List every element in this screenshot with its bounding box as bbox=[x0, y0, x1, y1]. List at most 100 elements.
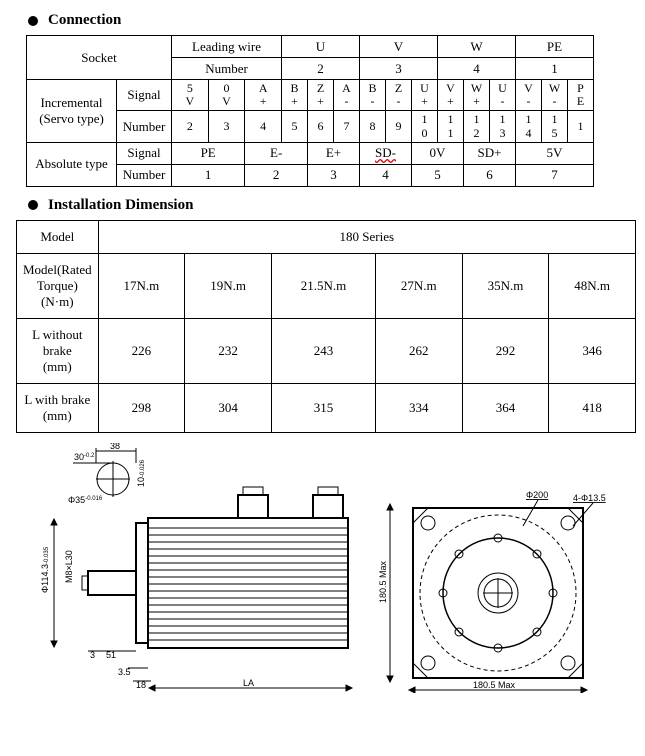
row-label-1: L without brake (mm) bbox=[17, 318, 99, 383]
section-title: Connection bbox=[48, 12, 121, 29]
inc-num-1: 3 bbox=[208, 111, 245, 142]
section-title: Installation Dimension bbox=[48, 197, 193, 214]
socket-num-1: 3 bbox=[360, 58, 438, 80]
abs-num-3: 4 bbox=[360, 164, 412, 186]
dim-1-5: 346 bbox=[549, 318, 636, 383]
dim-2-3: 334 bbox=[375, 383, 462, 432]
dim-0-1: 19N.m bbox=[185, 253, 272, 318]
abs-sig-1: E- bbox=[245, 142, 308, 164]
svg-text:180.5 Max: 180.5 Max bbox=[473, 680, 516, 690]
svg-text:30-0.2: 30-0.2 bbox=[74, 452, 95, 462]
section-header-connection: Connection bbox=[28, 12, 637, 29]
inc-sig-3: B+ bbox=[282, 80, 308, 111]
abs-num-5: 6 bbox=[464, 164, 516, 186]
inc-num-9: 11 bbox=[438, 111, 464, 142]
inc-num-10: 12 bbox=[464, 111, 490, 142]
abs-num-2: 3 bbox=[308, 164, 360, 186]
inc-sig-13: W- bbox=[542, 80, 568, 111]
incremental-label: Incremental (Servo type) bbox=[27, 80, 117, 143]
inc-sig-6: B- bbox=[360, 80, 386, 111]
dim-2-2: 315 bbox=[271, 383, 375, 432]
drawing-svg: 38 30-0.2 10-0.026 Φ35-0.016 bbox=[18, 443, 638, 693]
absolute-label: Absolute type bbox=[27, 142, 117, 186]
inc-num-5: 7 bbox=[334, 111, 360, 142]
inc-sig-5: A- bbox=[334, 80, 360, 111]
dim-1-4: 292 bbox=[462, 318, 549, 383]
dim-0-3: 27N.m bbox=[375, 253, 462, 318]
svg-text:Φ35-0.016: Φ35-0.016 bbox=[68, 495, 103, 505]
abs-sig-2: E+ bbox=[308, 142, 360, 164]
abs-sig-3: SD- bbox=[360, 142, 412, 164]
abs-num-0: 1 bbox=[172, 164, 245, 186]
inc-num-2: 4 bbox=[245, 111, 282, 142]
inc-num-3: 5 bbox=[282, 111, 308, 142]
bullet-icon bbox=[28, 200, 38, 210]
svg-text:M8×L30: M8×L30 bbox=[64, 550, 74, 583]
inc-num-13: 15 bbox=[542, 111, 568, 142]
row-label-2: L with brake (mm) bbox=[17, 383, 99, 432]
phase-w: W bbox=[438, 36, 516, 58]
svg-text:10-0.026: 10-0.026 bbox=[136, 459, 146, 487]
dim-0-2: 21.5N.m bbox=[271, 253, 375, 318]
inc-sig-2: A+ bbox=[245, 80, 282, 111]
dim-1-2: 243 bbox=[271, 318, 375, 383]
abs-sig-5: SD+ bbox=[464, 142, 516, 164]
dim-1-0: 226 bbox=[98, 318, 185, 383]
connection-table: Socket Leading wire U V W PE Number 2 3 … bbox=[26, 35, 594, 187]
socket-num-0: 2 bbox=[282, 58, 360, 80]
svg-text:LA: LA bbox=[243, 678, 254, 688]
inc-sig-0: 5V bbox=[172, 80, 209, 111]
signal-label-1: Signal bbox=[117, 80, 172, 111]
dim-0-0: 17N.m bbox=[98, 253, 185, 318]
signal-label-2: Signal bbox=[117, 142, 172, 164]
abs-sig-4: 0V bbox=[412, 142, 464, 164]
inc-sig-8: U+ bbox=[412, 80, 438, 111]
section-header-installation: Installation Dimension bbox=[28, 197, 637, 214]
socket-label: Socket bbox=[27, 36, 172, 80]
abs-num-6: 7 bbox=[516, 164, 594, 186]
svg-text:Φ114.3-0.035: Φ114.3-0.035 bbox=[40, 546, 50, 593]
inc-num-14: 1 bbox=[568, 111, 594, 142]
inc-num-0: 2 bbox=[172, 111, 209, 142]
svg-text:38: 38 bbox=[110, 443, 120, 451]
dim-2-5: 418 bbox=[549, 383, 636, 432]
inc-num-12: 14 bbox=[516, 111, 542, 142]
phase-u: U bbox=[282, 36, 360, 58]
inc-sig-11: U- bbox=[490, 80, 516, 111]
number-label-2: Number bbox=[117, 111, 172, 142]
dim-0-4: 35N.m bbox=[462, 253, 549, 318]
socket-num-2: 4 bbox=[438, 58, 516, 80]
inc-sig-12: V- bbox=[516, 80, 542, 111]
inc-sig-7: Z- bbox=[386, 80, 412, 111]
dim-0-5: 48N.m bbox=[549, 253, 636, 318]
inc-num-8: 10 bbox=[412, 111, 438, 142]
inc-sig-10: W+ bbox=[464, 80, 490, 111]
abs-sig-6: 5V bbox=[516, 142, 594, 164]
model-label: Model bbox=[17, 220, 99, 253]
dim-2-0: 298 bbox=[98, 383, 185, 432]
dim-1-3: 262 bbox=[375, 318, 462, 383]
number-label: Number bbox=[172, 58, 282, 80]
abs-num-4: 5 bbox=[412, 164, 464, 186]
inc-num-4: 6 bbox=[308, 111, 334, 142]
inc-sig-4: Z+ bbox=[308, 80, 334, 111]
abs-sig-0: PE bbox=[172, 142, 245, 164]
leading-wire-label: Leading wire bbox=[172, 36, 282, 58]
abs-num-1: 2 bbox=[245, 164, 308, 186]
row-label-0: Model(Rated Torque) (N·m) bbox=[17, 253, 99, 318]
socket-num-3: 1 bbox=[516, 58, 594, 80]
inc-sig-9: V+ bbox=[438, 80, 464, 111]
technical-drawing: 38 30-0.2 10-0.026 Φ35-0.016 bbox=[18, 443, 638, 693]
dim-2-1: 304 bbox=[185, 383, 272, 432]
inc-sig-14: PE bbox=[568, 80, 594, 111]
inc-num-6: 8 bbox=[360, 111, 386, 142]
bullet-icon bbox=[28, 16, 38, 26]
svg-text:Φ200: Φ200 bbox=[526, 490, 548, 500]
inc-num-7: 9 bbox=[386, 111, 412, 142]
dim-1-1: 232 bbox=[185, 318, 272, 383]
number-label-3: Number bbox=[117, 164, 172, 186]
dimension-table: Model 180 Series Model(Rated Torque) (N·… bbox=[16, 220, 636, 433]
dim-2-4: 364 bbox=[462, 383, 549, 432]
inc-num-11: 13 bbox=[490, 111, 516, 142]
svg-text:4-Φ13.5: 4-Φ13.5 bbox=[573, 493, 606, 503]
